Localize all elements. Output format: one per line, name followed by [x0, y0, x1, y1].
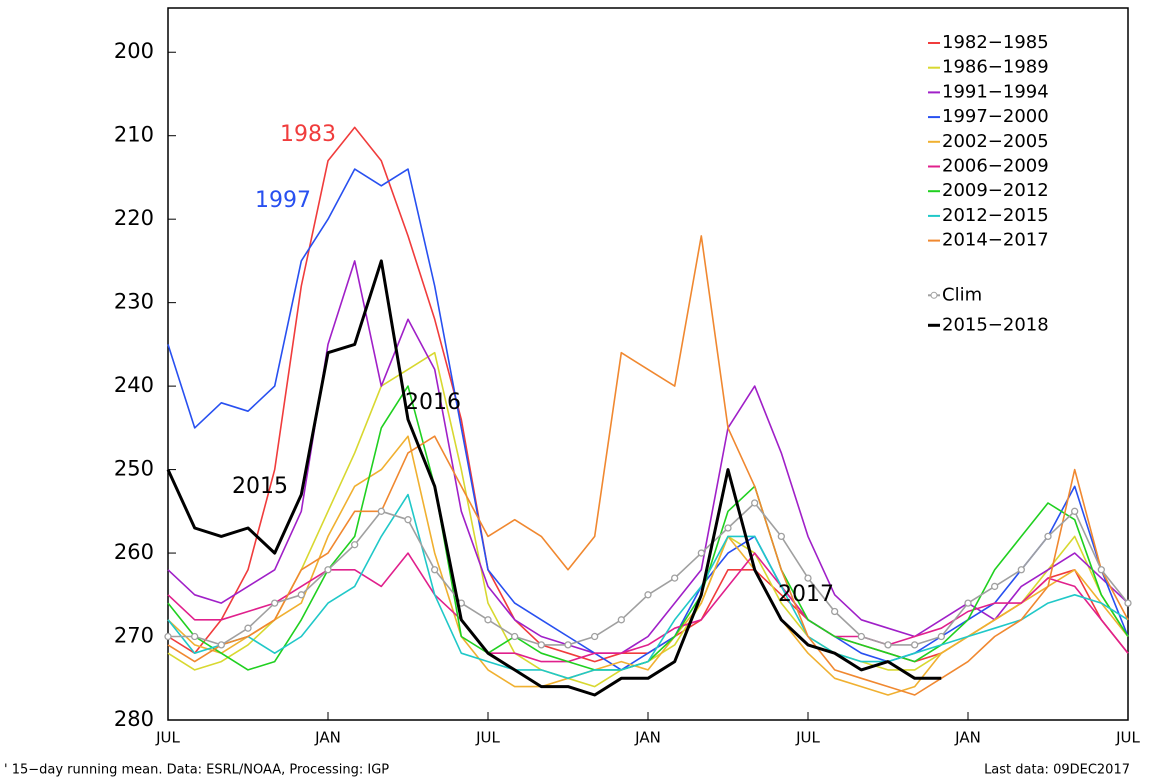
legend-marker — [930, 291, 938, 299]
clim-marker — [644, 591, 652, 599]
clim-marker — [511, 632, 519, 641]
clim-marker — [431, 566, 439, 574]
clim-marker — [351, 541, 359, 549]
series-line — [166, 259, 942, 697]
y-tick-label: 230 — [114, 290, 154, 314]
last-data: Last data: 09DEC2017 — [984, 763, 1130, 778]
legend-label: 2015−2018 — [942, 314, 1049, 335]
x-tick-label: JUL — [795, 729, 820, 747]
clim-marker — [1017, 566, 1025, 574]
clim-marker — [911, 641, 919, 649]
clim-marker — [1071, 507, 1079, 515]
clim-marker — [617, 616, 625, 624]
clim-marker — [777, 532, 785, 541]
clim-marker — [724, 524, 732, 532]
legend-label: 1982−1985 — [942, 32, 1049, 53]
series-line — [167, 435, 1129, 696]
clim-marker — [537, 641, 545, 649]
clim-marker — [751, 499, 759, 507]
clim-marker — [271, 599, 279, 607]
x-tick-label: JAN — [954, 729, 981, 747]
clim-marker — [244, 624, 252, 632]
legend-label: 2009−2012 — [942, 180, 1049, 201]
y-tick-label: 210 — [114, 123, 154, 147]
clim-marker — [564, 641, 572, 649]
series-line — [167, 235, 1129, 696]
clim-marker — [1097, 566, 1105, 574]
clim-marker — [857, 632, 865, 641]
clim-marker — [1044, 532, 1052, 541]
legend-label: 2012−2015 — [942, 205, 1049, 226]
clim-marker — [297, 591, 305, 599]
clim-marker — [164, 632, 172, 641]
clim-marker — [937, 632, 945, 641]
x-tick-label: JUL — [1115, 729, 1140, 747]
annotation: 2015 — [232, 474, 288, 499]
legend-label: 1986−1989 — [942, 57, 1049, 78]
x-tick-label: JAN — [314, 729, 341, 747]
series-line — [167, 552, 1129, 663]
clim-marker — [884, 641, 892, 649]
clim-marker — [1124, 599, 1132, 607]
clim-marker — [484, 616, 492, 624]
y-tick-label: 260 — [114, 540, 154, 564]
clim-marker — [217, 641, 225, 649]
clim-marker — [804, 574, 812, 582]
series-line — [167, 493, 1129, 680]
legend-label: 2014−2017 — [942, 230, 1049, 251]
clim-marker — [671, 574, 679, 582]
x-tick-label: JUL — [155, 729, 180, 747]
footnote: ' 15−day running mean. Data: ESRL/NOAA, … — [4, 763, 389, 778]
y-tick-label: 270 — [114, 624, 154, 648]
x-tick-label: JAN — [634, 729, 661, 747]
annotation: 2016 — [405, 390, 461, 415]
y-tick-label: 220 — [114, 206, 154, 230]
clim-marker — [991, 582, 999, 591]
clim-marker — [404, 516, 412, 524]
y-tick-label: 280 — [114, 707, 154, 731]
x-tick-label: JUL — [475, 729, 500, 747]
legend-label: Clim — [942, 284, 982, 305]
clim-marker — [191, 632, 199, 641]
annotation: 1997 — [255, 188, 311, 213]
clim-marker — [697, 549, 705, 557]
annotation: 2017 — [778, 582, 834, 607]
clim-marker — [324, 566, 332, 574]
legend-label: 1997−2000 — [942, 106, 1049, 127]
y-tick-label: 240 — [114, 373, 154, 397]
clim-marker — [591, 632, 599, 641]
clim-marker — [831, 607, 839, 616]
y-tick-label: 200 — [114, 39, 154, 63]
y-tick-label: 250 — [114, 457, 154, 481]
clim-marker — [964, 599, 972, 607]
legend-label: 2006−2009 — [942, 156, 1049, 177]
legend-label: 1991−1994 — [942, 81, 1049, 102]
legend-label: 2002−2005 — [942, 131, 1049, 152]
clim-marker — [377, 507, 385, 515]
annotation: 1983 — [280, 122, 336, 147]
